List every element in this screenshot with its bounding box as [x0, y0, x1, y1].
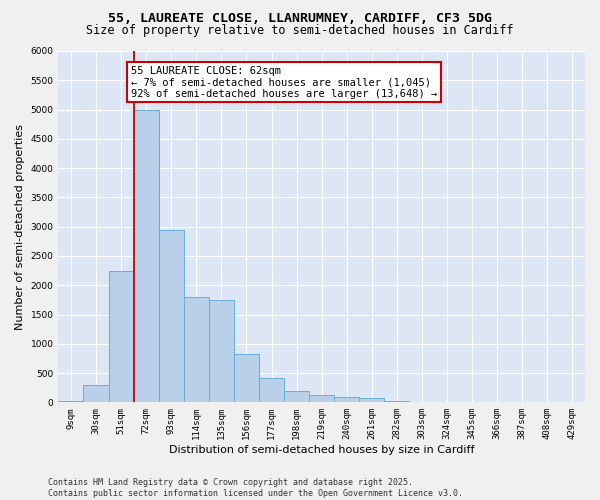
Bar — [184, 297, 209, 403]
Bar — [209, 300, 234, 402]
Bar — [309, 394, 334, 402]
Bar — [334, 397, 359, 402]
Text: 55 LAUREATE CLOSE: 62sqm
← 7% of semi-detached houses are smaller (1,045)
92% of: 55 LAUREATE CLOSE: 62sqm ← 7% of semi-de… — [131, 66, 437, 99]
Bar — [58, 401, 83, 402]
X-axis label: Distribution of semi-detached houses by size in Cardiff: Distribution of semi-detached houses by … — [169, 445, 475, 455]
Bar — [284, 390, 309, 402]
Y-axis label: Number of semi-detached properties: Number of semi-detached properties — [15, 124, 25, 330]
Bar — [234, 354, 259, 403]
Bar — [259, 378, 284, 402]
Text: Contains HM Land Registry data © Crown copyright and database right 2025.
Contai: Contains HM Land Registry data © Crown c… — [48, 478, 463, 498]
Bar — [134, 110, 159, 403]
Bar — [109, 270, 134, 402]
Text: 55, LAUREATE CLOSE, LLANRUMNEY, CARDIFF, CF3 5DG: 55, LAUREATE CLOSE, LLANRUMNEY, CARDIFF,… — [108, 12, 492, 24]
Text: Size of property relative to semi-detached houses in Cardiff: Size of property relative to semi-detach… — [86, 24, 514, 37]
Bar — [83, 385, 109, 402]
Bar — [159, 230, 184, 402]
Bar — [359, 398, 385, 402]
